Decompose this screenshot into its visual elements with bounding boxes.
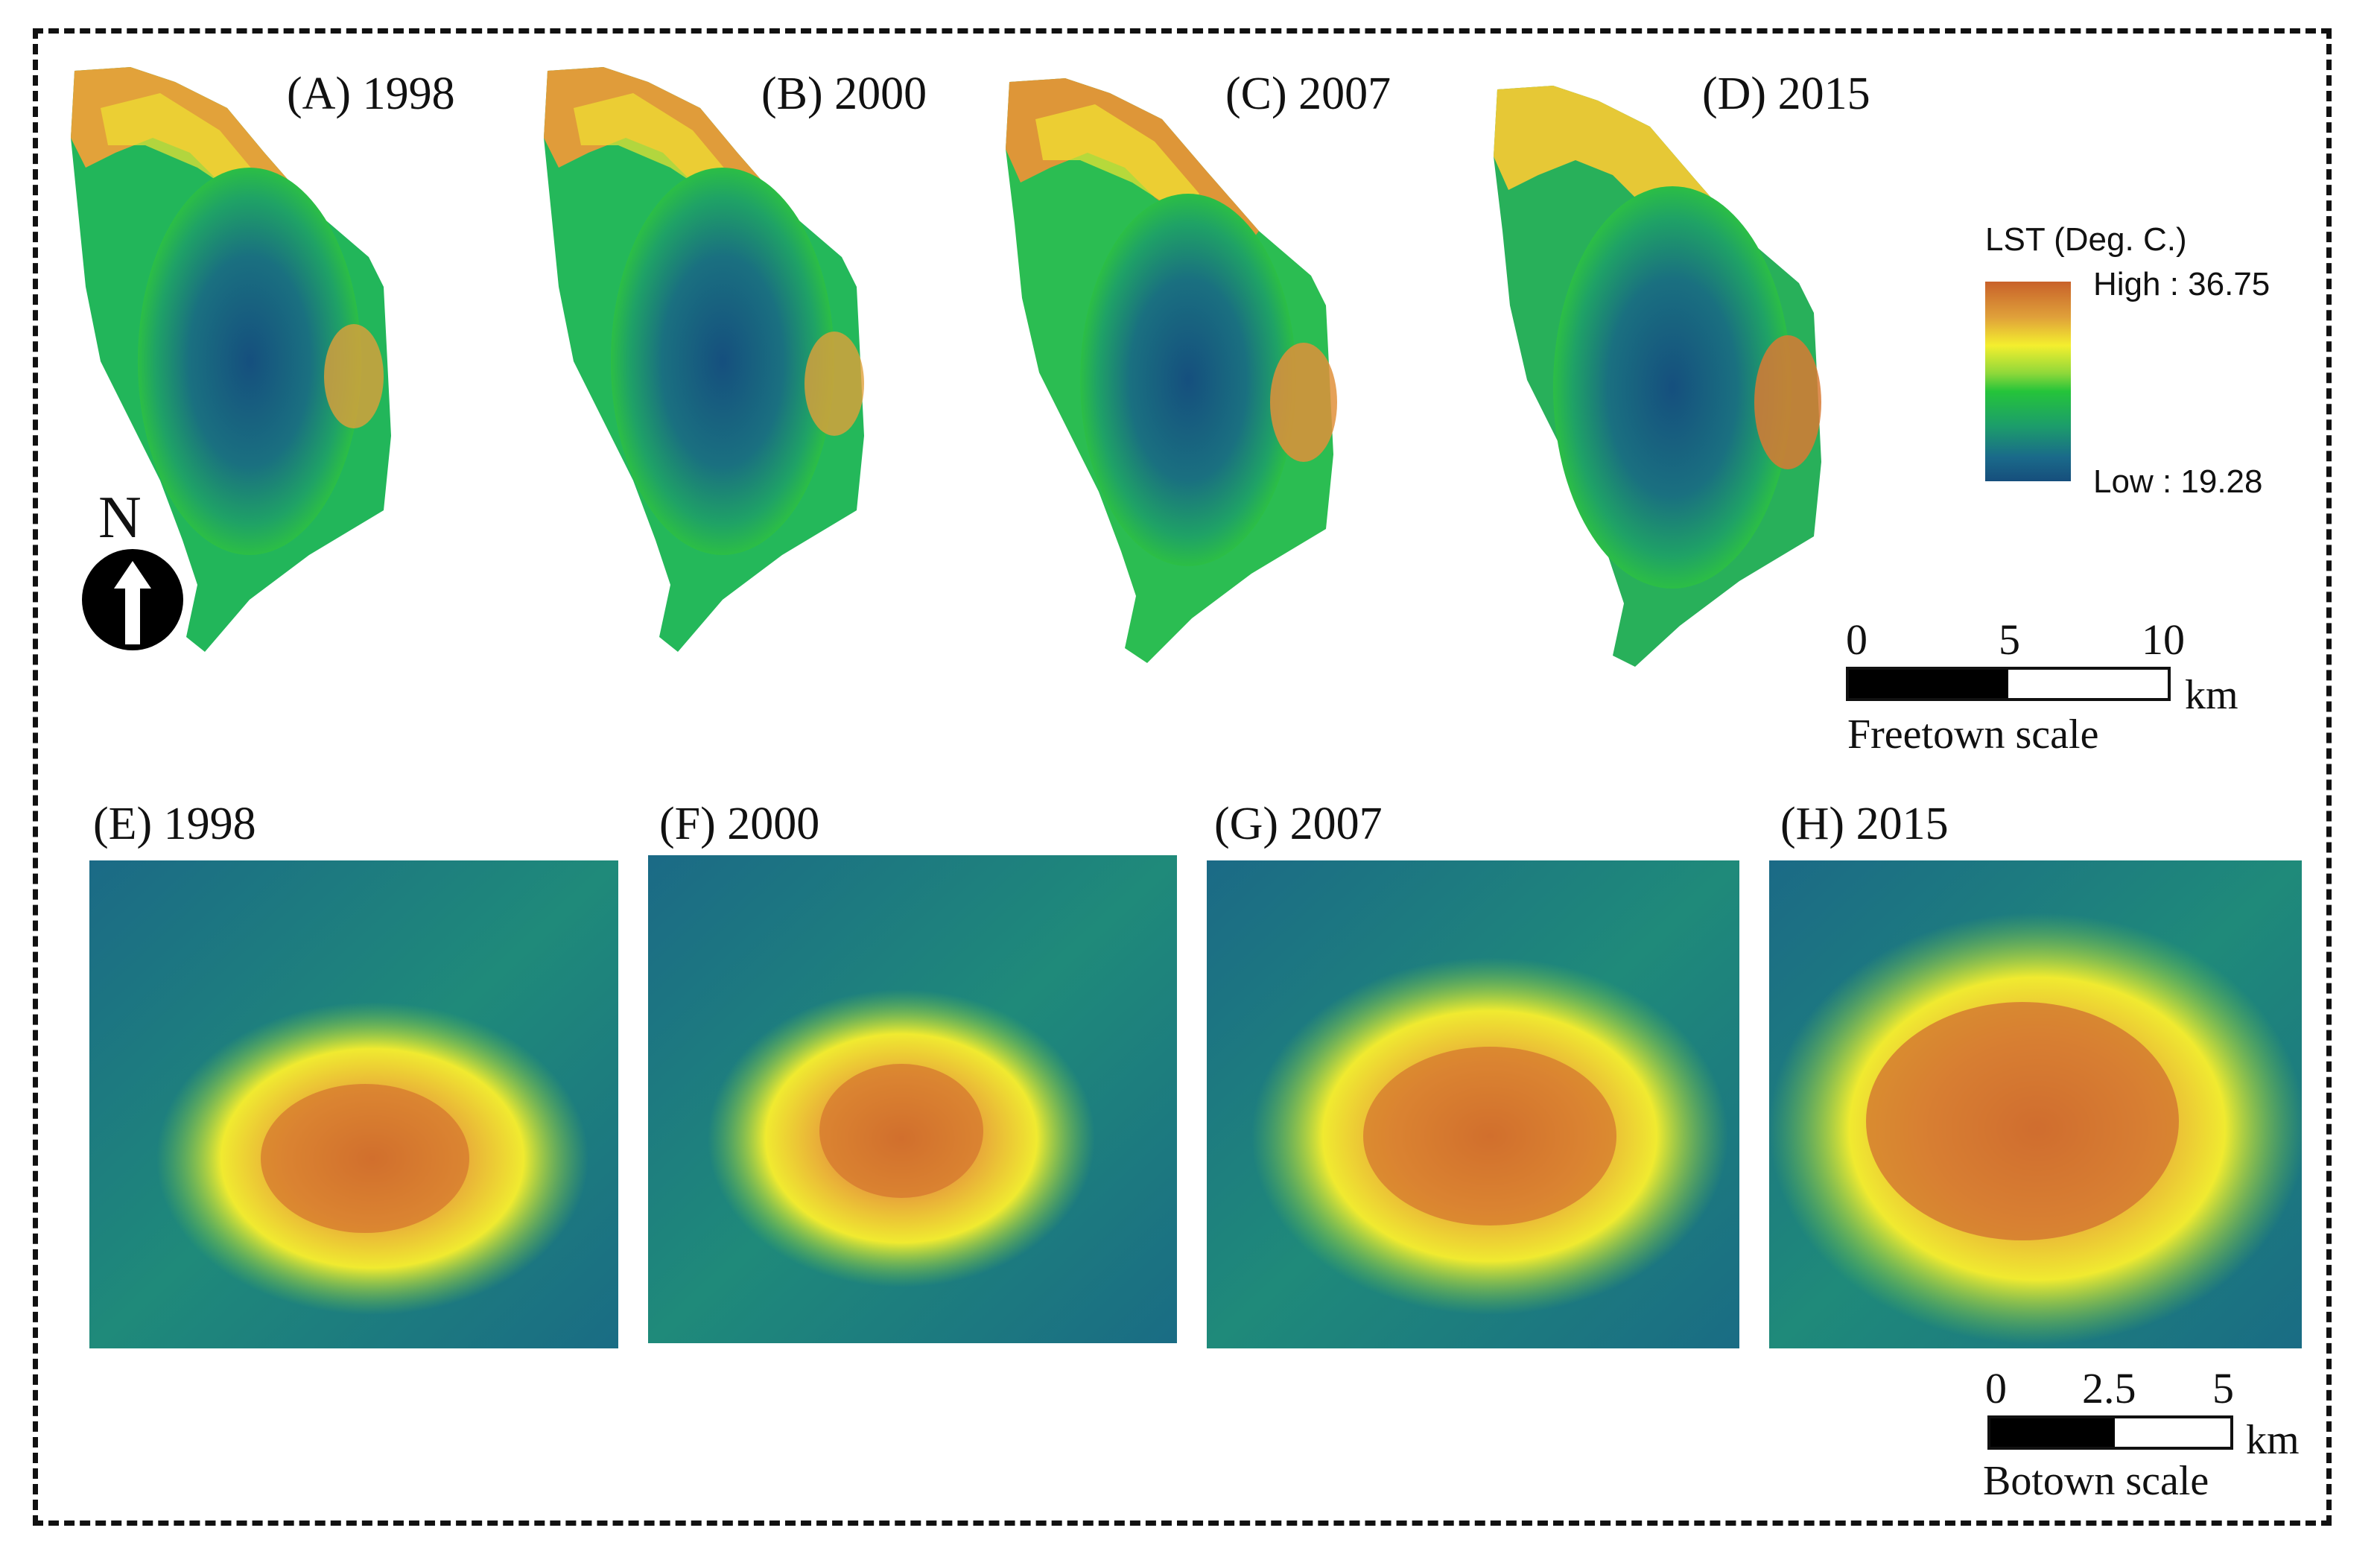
- legend-color-ramp: [1985, 282, 2071, 481]
- scale-botown-bar: [1987, 1415, 2233, 1450]
- panel-label-a: (A) 1998: [287, 69, 455, 119]
- north-arrow-icon: [80, 548, 185, 652]
- scale-freetown-bar: [1846, 667, 2171, 701]
- scale-botown-caption: Botown scale: [1983, 1458, 2209, 1504]
- map-botown-2015: [1769, 860, 2306, 1348]
- scale-freetown-tick-10: 10: [2142, 615, 2185, 664]
- map-freetown-1998: [71, 63, 510, 659]
- legend-low: Low : 19.28: [2093, 463, 2263, 500]
- panel-label-e: (E) 1998: [93, 799, 256, 849]
- scale-botown-tick-0: 0: [1985, 1364, 2007, 1412]
- panel-label-h: (H) 2015: [1780, 799, 1949, 849]
- map-botown-1998: [89, 860, 618, 1348]
- map-freetown-2000: [544, 63, 983, 659]
- north-letter: N: [98, 485, 142, 551]
- scale-freetown-tick-5: 5: [1999, 615, 2020, 664]
- map-freetown-2015: [1494, 82, 1933, 670]
- scale-freetown-tick-0: 0: [1846, 615, 1867, 664]
- legend-high: High : 36.75: [2093, 266, 2270, 302]
- legend-title: LST (Deg. C.): [1985, 221, 2187, 258]
- map-botown-2007: [1207, 860, 1739, 1348]
- panel-label-b: (B) 2000: [761, 69, 927, 119]
- scale-botown-tick-5: 5: [2212, 1364, 2234, 1412]
- scale-botown-tick-2.5: 2.5: [2082, 1364, 2136, 1412]
- panel-label-c: (C) 2007: [1225, 69, 1391, 119]
- panel-label-d: (D) 2015: [1702, 69, 1870, 119]
- panel-label-g: (G) 2007: [1214, 799, 1383, 849]
- map-freetown-2007: [1006, 74, 1453, 670]
- panel-label-f: (F) 2000: [659, 799, 820, 849]
- figure-frame: [33, 28, 2332, 1526]
- scale-freetown-unit: km: [2185, 672, 2238, 718]
- scale-freetown-caption: Freetown scale: [1847, 711, 2099, 758]
- map-botown-2000: [648, 855, 1177, 1343]
- scale-botown-unit: km: [2246, 1417, 2300, 1463]
